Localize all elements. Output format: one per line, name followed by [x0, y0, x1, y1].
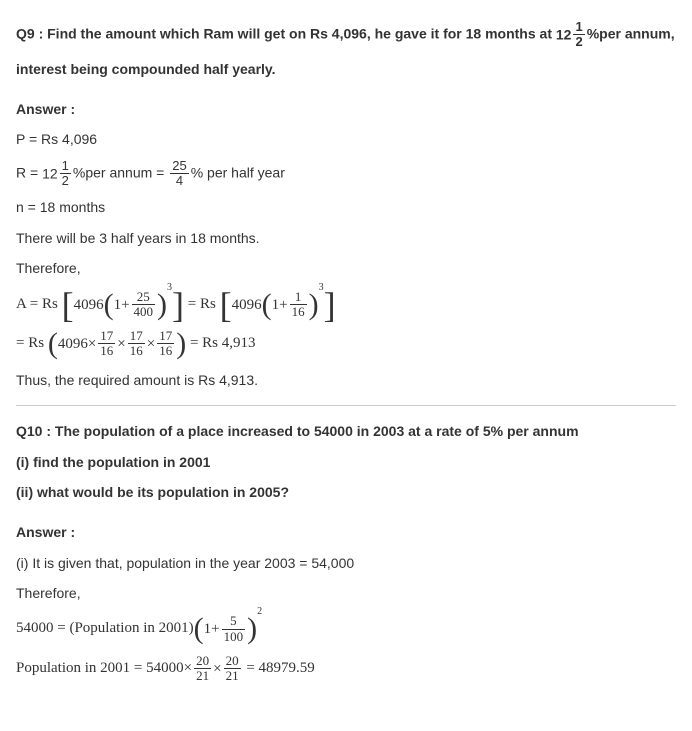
- q9-answer-label: Answer :: [16, 98, 676, 120]
- divider: [16, 405, 676, 406]
- q10-label: Q10 :: [16, 423, 51, 439]
- q10-part-ii: (ii) what would be its population in 200…: [16, 481, 676, 503]
- q9-text2: %per annum,: [587, 26, 675, 42]
- q9-rate-whole: 12: [556, 27, 572, 43]
- q10-question: Q10 : The population of a place increase…: [16, 420, 676, 442]
- q9-eq2: = Rs (4096×1716×1716×1716) = Rs 4,913: [16, 329, 676, 359]
- q10-answer-label: Answer :: [16, 521, 676, 543]
- q9-conclusion: Thus, the required amount is Rs 4,913.: [16, 369, 676, 391]
- q9-rate-frac: 12: [573, 20, 584, 50]
- q9-p: P = Rs 4,096: [16, 128, 676, 150]
- q9-r: R = 1212%per annum = 254% per half year: [16, 159, 676, 189]
- q9-therefore: Therefore,: [16, 257, 676, 279]
- q10-given: (i) It is given that, population in the …: [16, 552, 676, 574]
- q9-question: Q9 : Find the amount which Ram will get …: [16, 20, 676, 50]
- q9-halfyears: There will be 3 half years in 18 months.: [16, 227, 676, 249]
- q10-part-i: (i) find the population in 2001: [16, 451, 676, 473]
- q10-therefore: Therefore,: [16, 582, 676, 604]
- q10-eq2: Population in 2001 = 54000×2021×2021 = 4…: [16, 654, 676, 684]
- q9-n: n = 18 months: [16, 196, 676, 218]
- q10-eq1: 54000 = (Population in 2001)(1+5100)2: [16, 614, 676, 644]
- q9-text3: interest being compounded half yearly.: [16, 58, 676, 80]
- q9-eq1: A = Rs [4096(1+25400)3] = Rs [4096(1+116…: [16, 290, 676, 320]
- q9-label: Q9 :: [16, 26, 43, 42]
- q9-text1: Find the amount which Ram will get on Rs…: [47, 26, 556, 42]
- q10-text1: The population of a place increased to 5…: [55, 423, 579, 439]
